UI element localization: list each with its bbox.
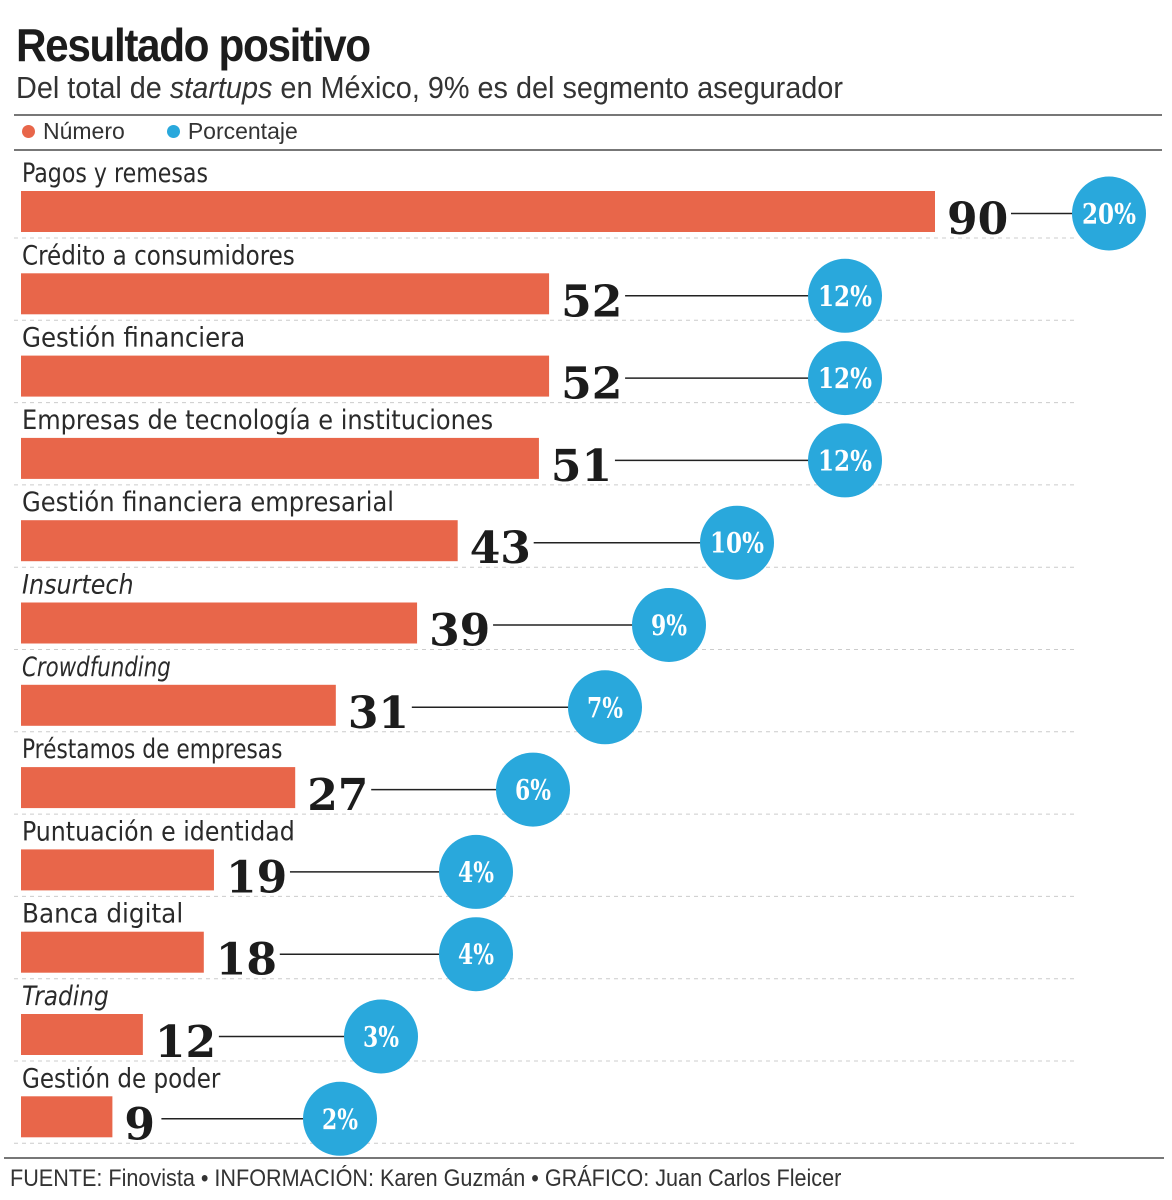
chart-subtitle: Del total de startups en México, 9% es d…	[16, 70, 843, 106]
value-label: 39	[429, 606, 490, 657]
value-label: 43	[470, 523, 531, 574]
percent-label: 4%	[458, 938, 494, 971]
value-label: 12	[155, 1017, 216, 1068]
legend-swatch	[22, 125, 35, 138]
category-label: Pagos y remesas	[22, 158, 208, 189]
category-label: Trading	[22, 981, 109, 1012]
subtitle-italic: startups	[169, 70, 273, 105]
value-label: 52	[561, 359, 622, 410]
value-label: 90	[947, 194, 1008, 245]
percent-label: 12%	[818, 280, 872, 313]
divider	[14, 114, 1162, 116]
value-label: 52	[561, 276, 622, 327]
legend-label: Porcentaje	[187, 118, 298, 144]
bar-number	[21, 437, 539, 479]
percent-label: 9%	[651, 609, 687, 642]
percent-marker	[1072, 176, 1146, 251]
percent-marker	[632, 588, 706, 662]
legend: Número Porcentaje	[22, 118, 298, 145]
percent-label: 7%	[587, 691, 623, 724]
percent-label: 20%	[1082, 198, 1136, 231]
bar-number	[21, 1096, 113, 1138]
percent-marker	[808, 423, 882, 498]
category-label: Empresas de tecnología e instituciones	[22, 405, 493, 436]
value-label: 31	[348, 688, 409, 739]
value-label: 19	[226, 852, 287, 903]
percent-label: 10%	[710, 527, 764, 560]
bar-number	[21, 767, 296, 809]
percent-marker	[568, 670, 642, 745]
legend-item-number: Número	[22, 118, 125, 145]
divider	[14, 149, 1162, 151]
bar-number	[21, 931, 204, 973]
bar-number	[21, 520, 458, 562]
value-label: 27	[307, 770, 368, 821]
percent-marker	[700, 505, 774, 580]
percent-label: 2%	[322, 1103, 358, 1136]
chart-title: Resultado positivo	[16, 19, 371, 71]
bar-number	[21, 684, 336, 726]
value-label: 9	[124, 1099, 155, 1150]
bar-number	[21, 273, 550, 315]
bar-number	[21, 355, 550, 397]
bar-number	[21, 849, 214, 891]
bar-number	[21, 191, 935, 232]
category-label: Crédito a consumidores	[22, 240, 295, 271]
value-label: 51	[551, 441, 612, 492]
percent-marker	[808, 341, 882, 416]
bar-number	[21, 1014, 143, 1055]
percent-marker	[496, 752, 570, 827]
category-label: Préstamos de empresas	[22, 734, 282, 765]
category-label: Gestión financiera	[22, 323, 245, 354]
category-label: Banca digital	[22, 899, 183, 930]
subtitle-part: en México, 9% es del segmento asegurador	[272, 70, 843, 105]
percent-label: 6%	[515, 774, 551, 807]
category-label: Insurtech	[22, 570, 134, 601]
subtitle-part: Del total de	[16, 70, 170, 105]
percent-label: 4%	[458, 856, 494, 889]
percent-label: 12%	[818, 362, 872, 395]
divider	[4, 1157, 1164, 1159]
legend-swatch	[166, 125, 180, 138]
percent-label: 12%	[818, 444, 872, 477]
category-label: Crowdfunding	[22, 652, 171, 683]
footer-credits: FUENTE: Finovista • INFORMACIÓN: Karen G…	[10, 1165, 842, 1192]
legend-item-percent: Porcentaje	[166, 118, 298, 145]
legend-label: Número	[43, 118, 125, 144]
category-label: Gestión financiera empresarial	[22, 487, 394, 518]
category-label: Gestión de poder	[22, 1063, 220, 1094]
category-label: Puntuación e identidad	[22, 816, 295, 847]
percent-marker	[808, 258, 882, 333]
bar-number	[21, 602, 418, 644]
value-label: 18	[216, 935, 277, 986]
percent-marker	[439, 834, 513, 909]
percent-label: 3%	[363, 1021, 399, 1054]
percent-marker	[439, 917, 513, 992]
percent-marker	[344, 999, 418, 1074]
percent-marker	[303, 1081, 377, 1156]
